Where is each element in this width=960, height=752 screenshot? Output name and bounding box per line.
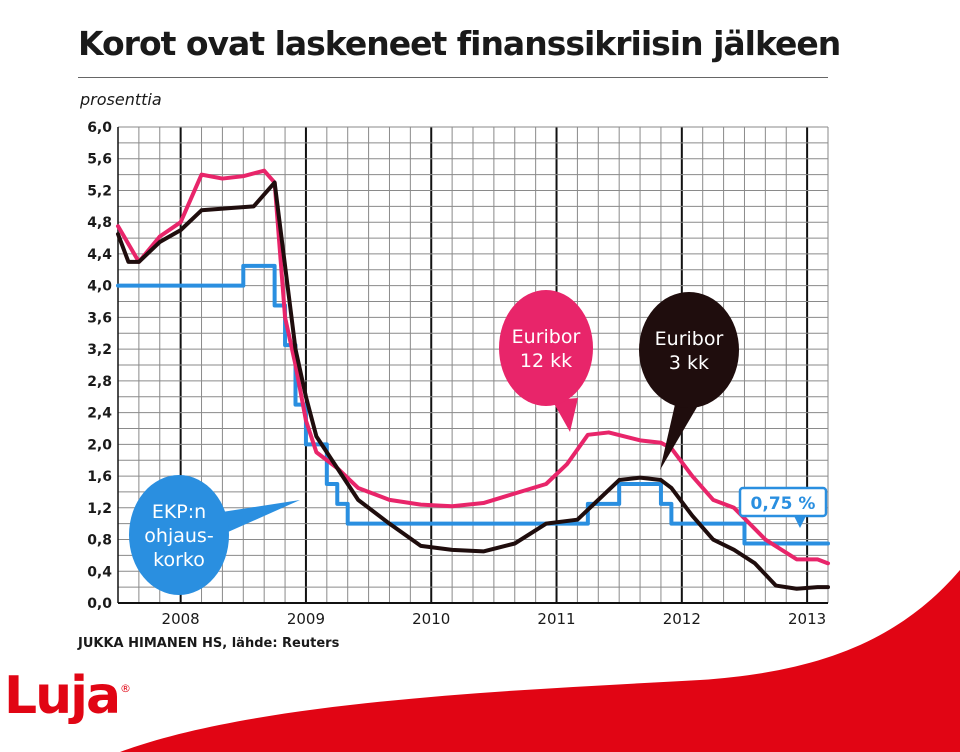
x-tick-label: 2010 xyxy=(412,610,450,628)
callout-pointer xyxy=(660,400,700,470)
x-tick-label: 2011 xyxy=(537,610,575,628)
luja-logo: Luja xyxy=(4,666,121,726)
callout-text: Euribor xyxy=(512,326,581,348)
value-label: 0,75 % xyxy=(738,486,828,528)
chart-title: Korot ovat laskeneet finanssikriisin jäl… xyxy=(78,24,841,63)
y-tick-label: 0,4 xyxy=(87,564,112,580)
x-tick-label: 2013 xyxy=(788,610,826,628)
y-tick-label: 1,2 xyxy=(87,501,112,517)
unit-label: prosenttia xyxy=(80,90,162,109)
y-tick-label: 6,0 xyxy=(87,120,112,136)
y-tick-label: 4,0 xyxy=(87,279,112,295)
y-tick-label: 5,6 xyxy=(87,152,112,168)
title-rule xyxy=(78,77,828,78)
y-tick-label: 3,6 xyxy=(87,310,112,326)
callout-pointer xyxy=(552,398,578,432)
callout-text: ohjaus- xyxy=(144,525,213,547)
callout-text: 3 kk xyxy=(669,352,709,374)
callout-text: 12 kk xyxy=(520,350,572,372)
registered-mark: ® xyxy=(120,682,131,695)
value-label-box xyxy=(738,486,828,518)
y-tick-label: 2,0 xyxy=(87,437,112,453)
y-tick-label: 4,8 xyxy=(87,215,112,231)
y-tick-label: 1,6 xyxy=(87,469,112,485)
value-label-text: 0,75 % xyxy=(751,494,816,514)
y-tick-label: 2,4 xyxy=(87,406,112,422)
y-tick-label: 3,2 xyxy=(87,342,112,358)
y-tick-label: 0,8 xyxy=(87,533,112,549)
x-tick-label: 2012 xyxy=(663,610,701,628)
callout-text: korko xyxy=(153,549,205,571)
y-tick-label: 4,4 xyxy=(87,247,112,263)
callout-text: Euribor xyxy=(655,328,724,350)
callout-bubble xyxy=(129,475,229,595)
background-swoosh xyxy=(120,570,960,752)
x-tick-label: 2009 xyxy=(287,610,325,628)
y-tick-label: 5,2 xyxy=(87,183,112,199)
x-tick-label: 2008 xyxy=(162,610,200,628)
y-tick-label: 0,0 xyxy=(87,596,112,612)
callout-text: EKP:n xyxy=(152,501,206,523)
callout-bubble xyxy=(639,292,739,408)
series-line-2 xyxy=(116,263,830,546)
series-line-0 xyxy=(116,168,830,566)
callout-pointer xyxy=(222,500,300,532)
y-tick-label: 2,8 xyxy=(87,374,112,390)
callout-bubble xyxy=(499,290,593,406)
credit-line: JUKKA HIMANEN HS, lähde: Reuters xyxy=(78,636,340,651)
series-line-1 xyxy=(116,180,830,591)
